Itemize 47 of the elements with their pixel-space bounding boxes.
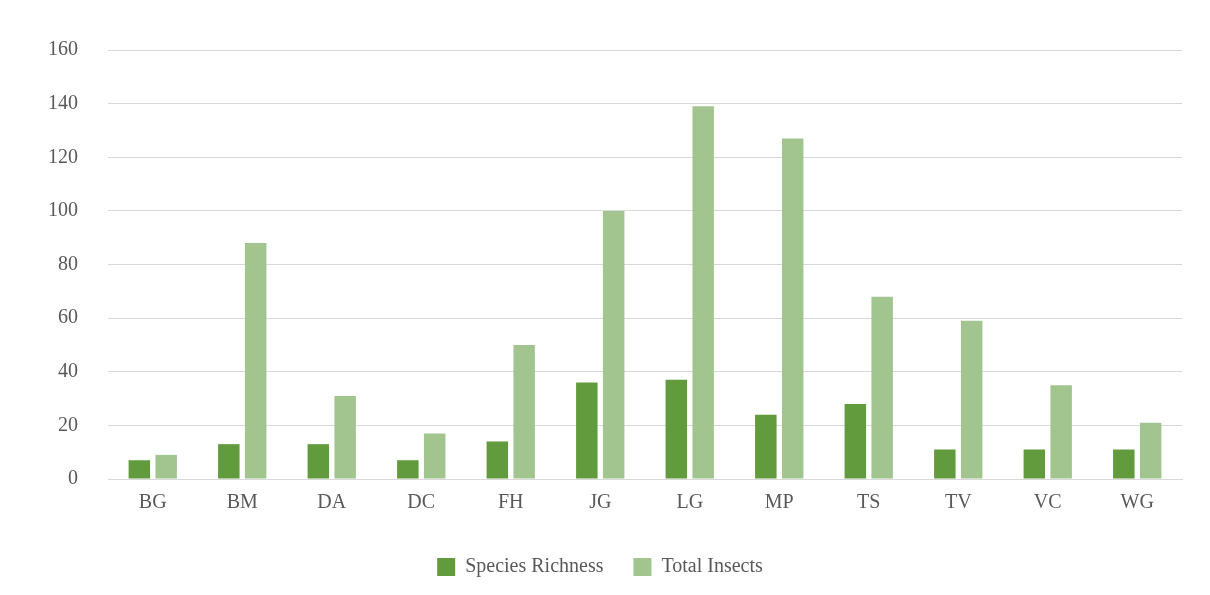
- x-tick-label: FH: [497, 490, 524, 513]
- x-tick-label: WG: [1120, 490, 1154, 513]
- x-tick-label: BG: [138, 490, 167, 513]
- bar: [1050, 385, 1072, 479]
- bar: [781, 138, 804, 479]
- y-tick-label: 160: [48, 37, 78, 60]
- bar: [1139, 422, 1162, 479]
- bar: [576, 382, 598, 479]
- bar: [218, 444, 240, 479]
- bar: [486, 441, 509, 479]
- bar: [871, 296, 893, 479]
- x-tick-label: DC: [407, 490, 436, 513]
- bar: [692, 106, 714, 479]
- bar: [960, 320, 983, 479]
- y-tick-label: 20: [58, 412, 78, 435]
- y-tick-label: 0: [68, 466, 78, 489]
- x-tick-label: VC: [1033, 490, 1062, 513]
- x-tick-label: JG: [589, 490, 612, 513]
- bar: [155, 454, 177, 479]
- bar: [1113, 449, 1135, 479]
- y-tick-label: 140: [48, 90, 78, 113]
- x-tick-label: LG: [676, 490, 704, 513]
- x-tick-label: DA: [317, 490, 347, 513]
- x-tick-label: BM: [226, 490, 259, 513]
- x-tick-label: TV: [944, 490, 973, 513]
- bar: [513, 344, 535, 479]
- legend-label: Species Richness: [465, 554, 604, 578]
- bar: [1023, 449, 1046, 479]
- y-tick-label: 60: [58, 305, 78, 328]
- bar: [128, 460, 151, 479]
- x-tick-label: TS: [857, 490, 881, 513]
- legend-label: Total Insects: [661, 554, 764, 577]
- bar: [244, 243, 267, 479]
- bar: [423, 433, 446, 479]
- y-tick-label: 80: [58, 251, 78, 274]
- bar: [397, 460, 419, 479]
- bar: [844, 403, 867, 479]
- x-tick-label: MP: [764, 490, 794, 513]
- bar: [665, 379, 688, 479]
- bar: [602, 210, 625, 479]
- bar: [334, 395, 356, 479]
- bar: [755, 414, 777, 479]
- y-tick-label: 40: [58, 359, 78, 381]
- bar: [934, 449, 956, 479]
- y-tick-label: 100: [48, 198, 78, 221]
- bar: [307, 444, 330, 479]
- y-tick-label: 120: [48, 144, 78, 167]
